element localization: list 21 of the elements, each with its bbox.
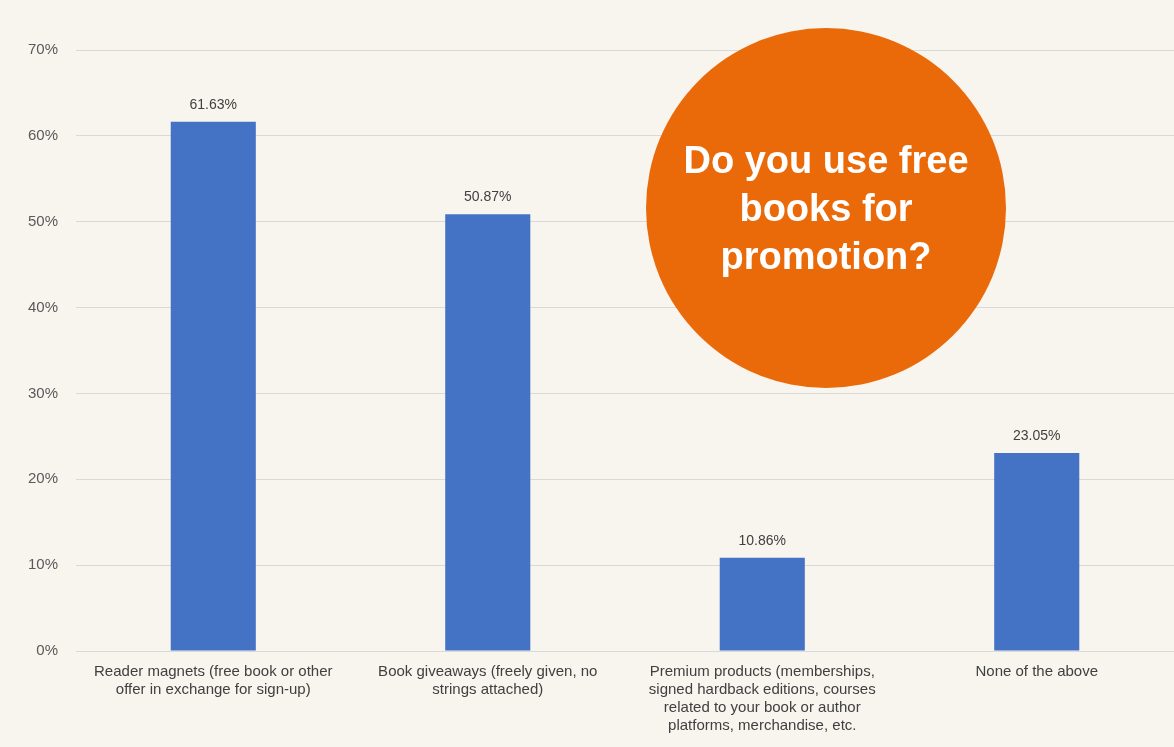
- bar: [994, 453, 1080, 651]
- bar: [445, 214, 531, 651]
- bar: [719, 557, 805, 651]
- x-tick-label: Book giveaways (freely given, no strings attached): [378, 662, 598, 698]
- data-label: 50.87%: [464, 188, 512, 205]
- y-tick-label: 40%: [27, 297, 59, 315]
- data-label: 23.05%: [1013, 426, 1061, 443]
- x-tick-label: Reader magnets (free book or other offer in exchange for sign-up): [94, 662, 333, 698]
- y-tick-label: 50%: [27, 211, 59, 229]
- data-label: 61.63%: [189, 95, 238, 112]
- y-tick-label: 10%: [27, 555, 59, 573]
- text: Do you use free books for promotion?: [682, 138, 970, 279]
- y-tick-label: 0%: [36, 641, 59, 659]
- y-tick-label: 20%: [27, 469, 59, 487]
- x-tick-label: Premium products (memberships, signed hardback editions, courses related to your book or author platforms, merchandise, etc.: [648, 662, 876, 734]
- y-tick-label: 30%: [27, 383, 59, 401]
- x-tick-label: None of the above: [975, 662, 1099, 680]
- y-tick-label: 70%: [27, 40, 59, 58]
- y-tick-label: 60%: [27, 126, 59, 143]
- bar: [170, 121, 256, 651]
- data-label: 10.86%: [738, 531, 786, 548]
